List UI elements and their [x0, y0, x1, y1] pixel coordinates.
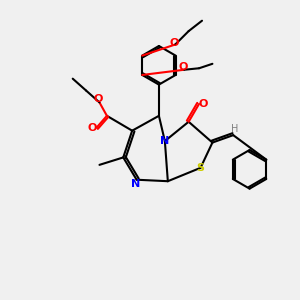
Text: O: O — [93, 94, 103, 104]
Text: N: N — [130, 179, 140, 189]
Text: S: S — [196, 163, 205, 173]
Text: H: H — [231, 124, 238, 134]
Text: O: O — [178, 62, 188, 72]
Text: N: N — [160, 136, 170, 146]
Text: O: O — [169, 38, 178, 48]
Text: O: O — [199, 99, 208, 109]
Text: O: O — [87, 123, 97, 133]
